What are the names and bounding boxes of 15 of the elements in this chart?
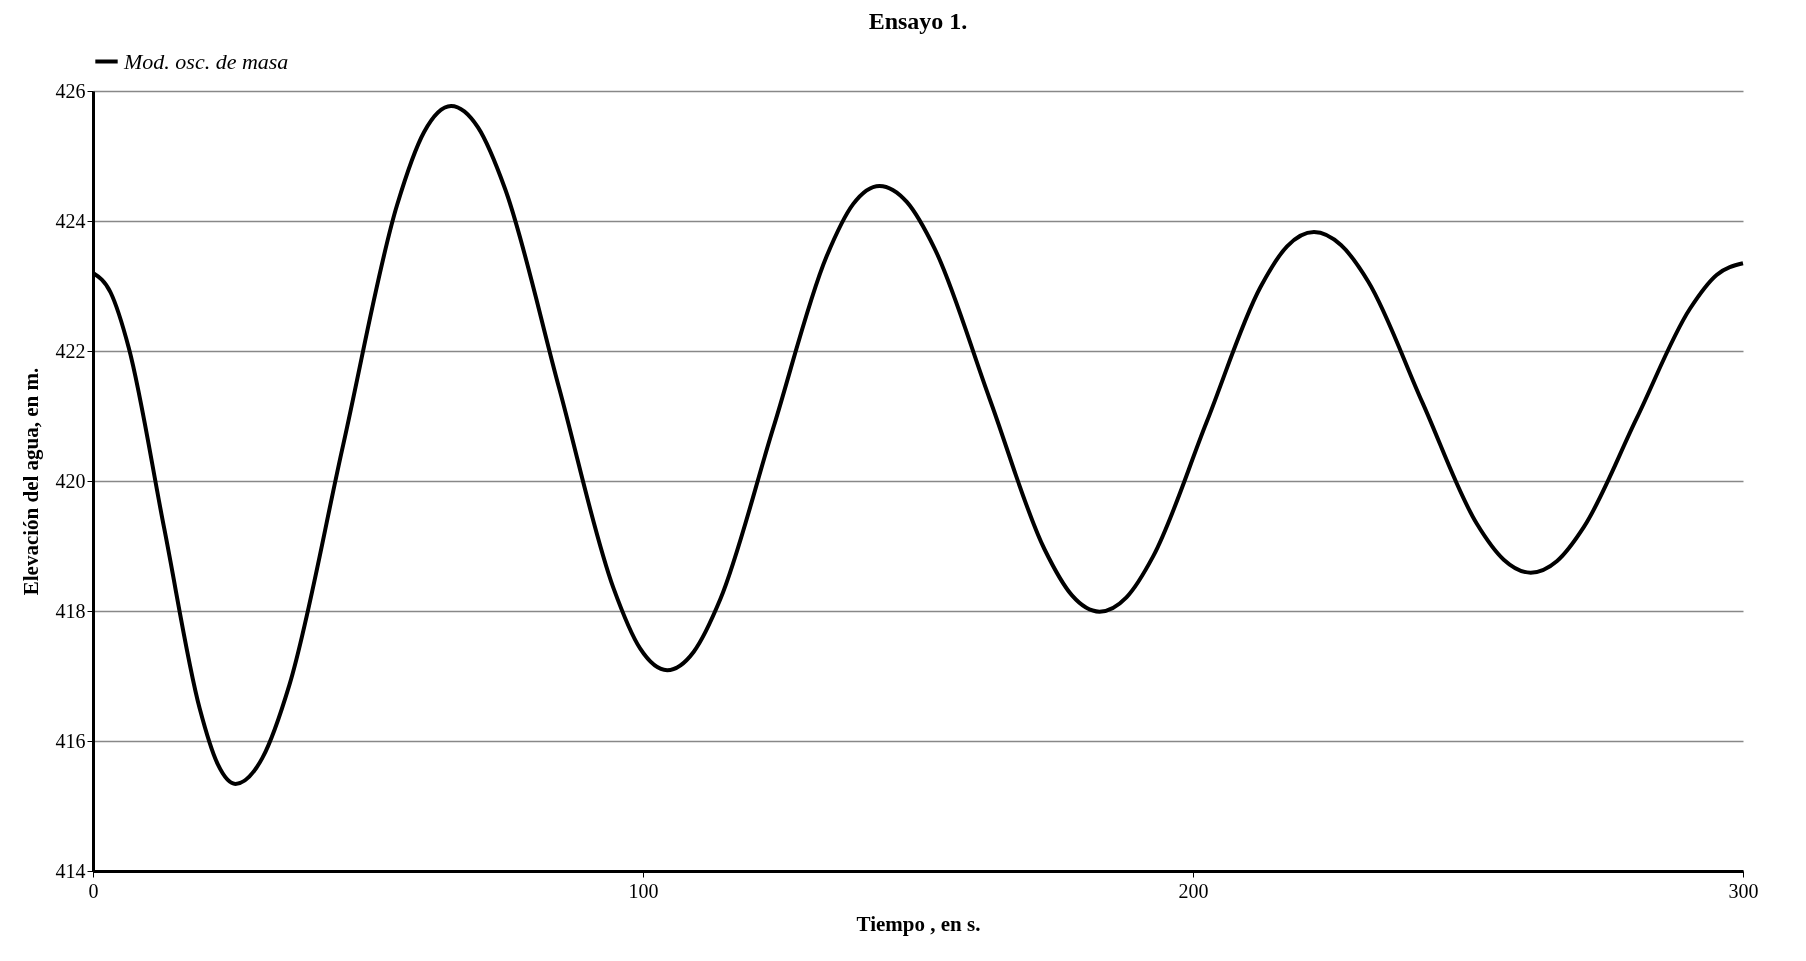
x-tick-label: 300 [1728,879,1759,902]
y-tick-label: 422 [55,339,86,362]
x-tick-label: 0 [88,879,99,902]
y-tick-label: 424 [55,209,86,232]
chart-title: Ensayo 1. [868,8,968,34]
x-tick-label: 100 [628,879,659,902]
x-axis-title: Tiempo , en s. [856,911,981,936]
legend-label: Mod. osc. de masa [123,48,289,74]
y-tick-label: 426 [55,79,86,102]
y-tick-label: 418 [55,599,86,622]
y-tick-label: 414 [55,859,86,882]
y-tick-label: 420 [55,469,86,492]
x-tick-label: 200 [1178,879,1209,902]
y-axis-title: Elevación del agua, en m. [18,367,43,596]
y-tick-label: 416 [55,729,86,752]
